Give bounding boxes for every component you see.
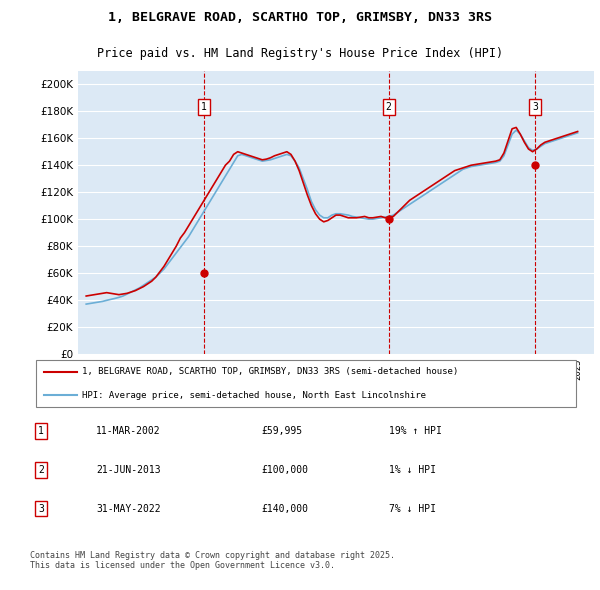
Text: 3: 3 (38, 504, 44, 513)
Text: £59,995: £59,995 (262, 426, 303, 435)
Text: 19% ↑ HPI: 19% ↑ HPI (389, 426, 442, 435)
Text: £140,000: £140,000 (262, 504, 309, 513)
Text: Price paid vs. HM Land Registry's House Price Index (HPI): Price paid vs. HM Land Registry's House … (97, 47, 503, 60)
Text: 31-MAY-2022: 31-MAY-2022 (96, 504, 161, 513)
Text: 1: 1 (201, 102, 207, 112)
Text: 2: 2 (386, 102, 392, 112)
Text: Contains HM Land Registry data © Crown copyright and database right 2025.
This d: Contains HM Land Registry data © Crown c… (30, 551, 395, 571)
Text: 3: 3 (532, 102, 538, 112)
Text: 1% ↓ HPI: 1% ↓ HPI (389, 465, 436, 474)
Text: 2: 2 (38, 465, 44, 474)
FancyBboxPatch shape (35, 359, 577, 407)
Text: HPI: Average price, semi-detached house, North East Lincolnshire: HPI: Average price, semi-detached house,… (82, 391, 427, 399)
Text: 11-MAR-2002: 11-MAR-2002 (96, 426, 161, 435)
Text: 21-JUN-2013: 21-JUN-2013 (96, 465, 161, 474)
Text: 1: 1 (38, 426, 44, 435)
Text: 1, BELGRAVE ROAD, SCARTHO TOP, GRIMSBY, DN33 3RS: 1, BELGRAVE ROAD, SCARTHO TOP, GRIMSBY, … (108, 11, 492, 24)
Text: £100,000: £100,000 (262, 465, 309, 474)
Text: 1, BELGRAVE ROAD, SCARTHO TOP, GRIMSBY, DN33 3RS (semi-detached house): 1, BELGRAVE ROAD, SCARTHO TOP, GRIMSBY, … (82, 368, 458, 376)
Text: 7% ↓ HPI: 7% ↓ HPI (389, 504, 436, 513)
